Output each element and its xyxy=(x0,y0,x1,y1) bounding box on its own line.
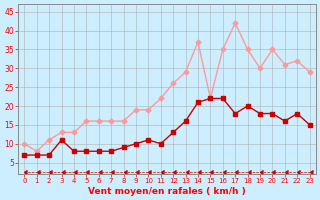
X-axis label: Vent moyen/en rafales ( km/h ): Vent moyen/en rafales ( km/h ) xyxy=(88,187,246,196)
